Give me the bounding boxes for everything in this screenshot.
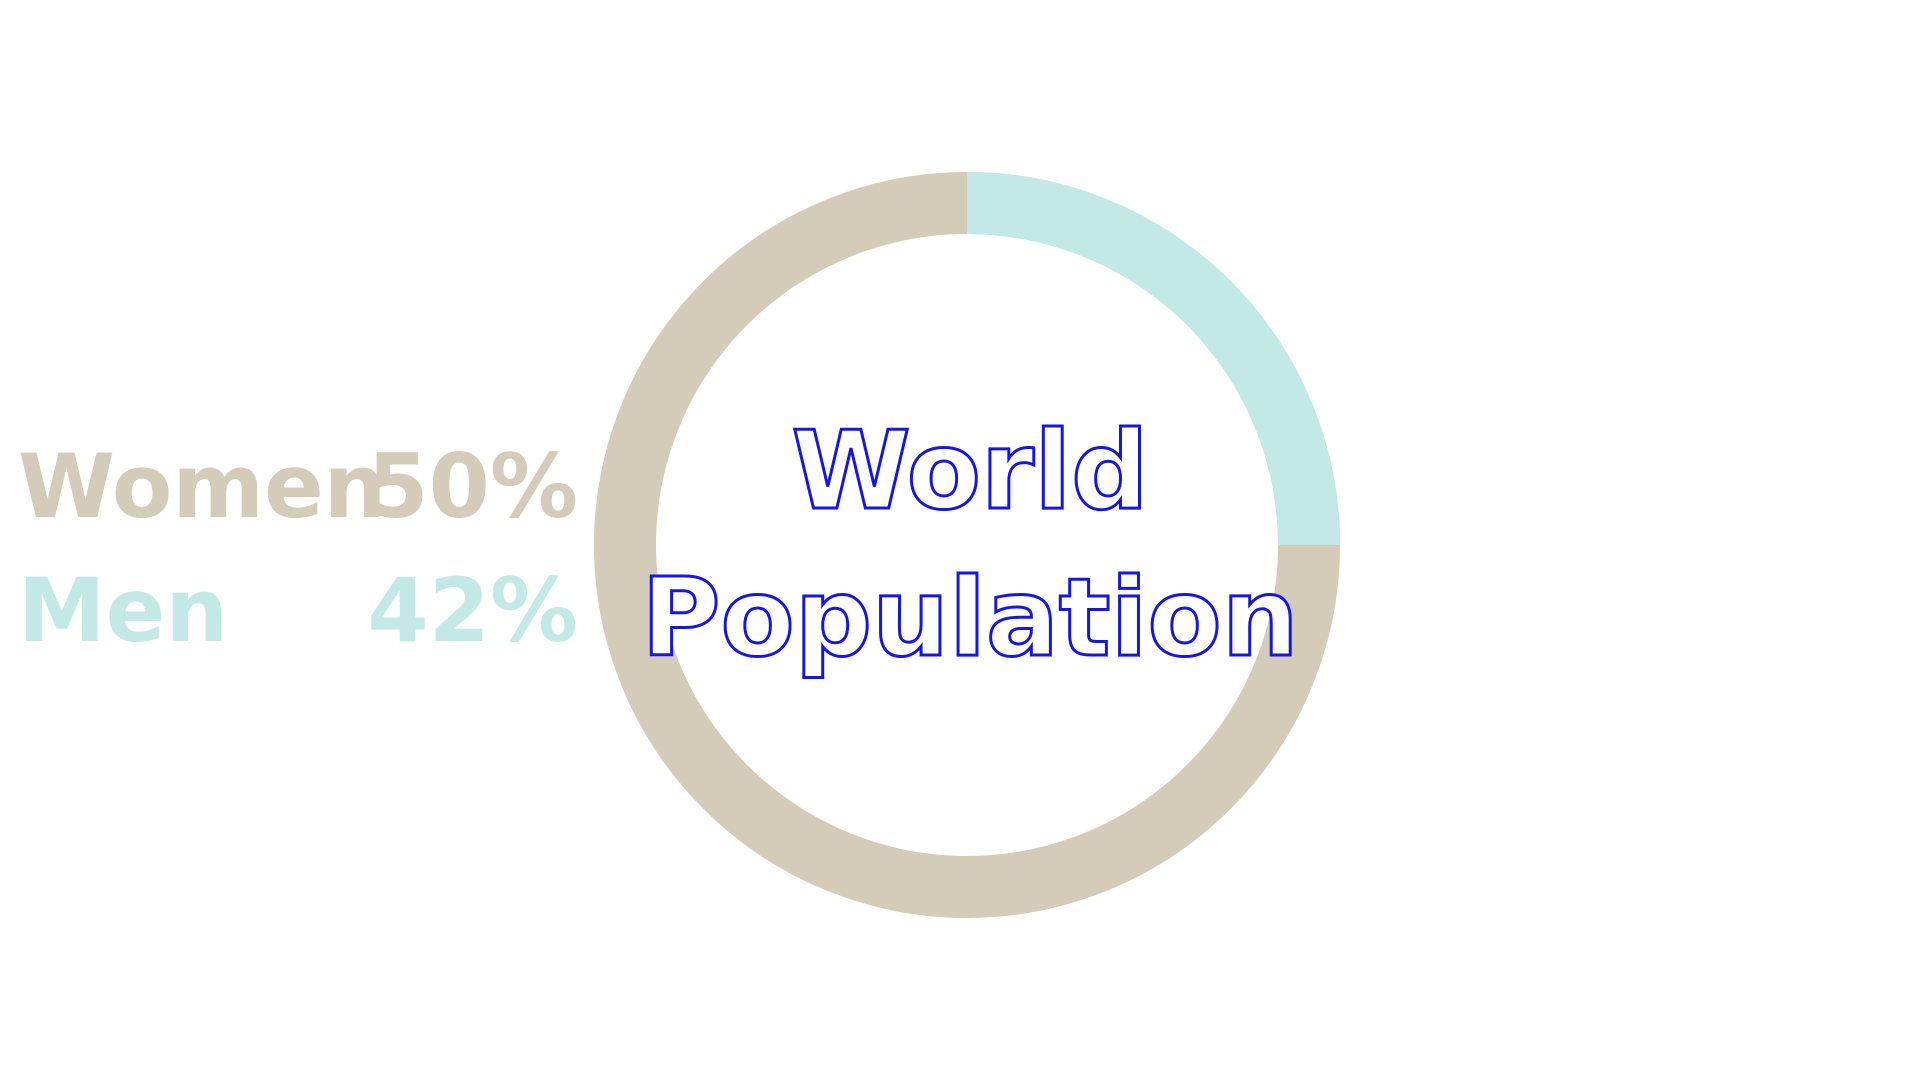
slice-men [966, 172, 1340, 546]
legend-value-men: 42% [367, 559, 578, 662]
legend-value-women: 50% [367, 435, 578, 538]
chart-title-line-1: World [791, 409, 1148, 534]
legend-label-women: Women [18, 435, 387, 538]
legend-item-men: Men 42% [18, 549, 578, 673]
donut-ring [594, 172, 1340, 918]
chart-legend: Women 50% Men 42% [18, 425, 578, 673]
chart-title-line-2: Population [641, 556, 1298, 681]
legend-item-women: Women 50% [18, 425, 578, 549]
legend-label-men: Men [18, 559, 228, 662]
